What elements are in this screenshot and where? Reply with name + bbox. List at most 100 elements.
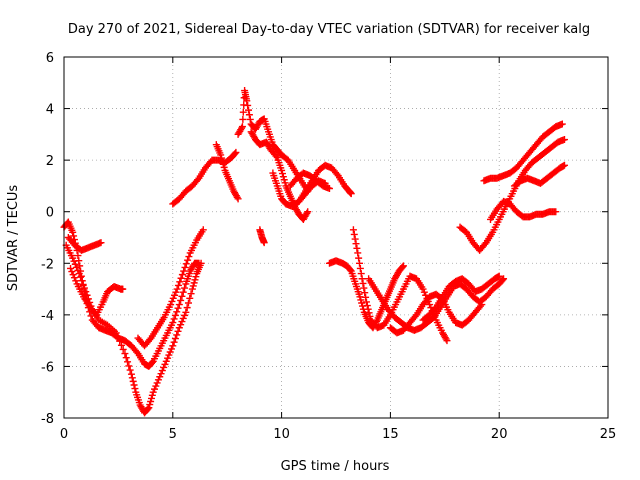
data-point-interp bbox=[77, 273, 85, 281]
data-point-interp bbox=[128, 374, 136, 382]
data-point-interp bbox=[147, 397, 155, 405]
data-point-interp bbox=[246, 115, 254, 123]
y-tick-label: -2 bbox=[41, 257, 54, 272]
data-point bbox=[495, 272, 503, 280]
data-point-interp bbox=[171, 311, 179, 319]
data-point-interp bbox=[231, 149, 239, 157]
data-point-interp bbox=[173, 308, 181, 316]
y-axis-label: SDTVAR / TECUs bbox=[6, 185, 21, 292]
data-point-interp bbox=[218, 154, 226, 162]
data-point bbox=[67, 264, 75, 272]
data-point-interp bbox=[160, 363, 168, 371]
data-point-interp bbox=[194, 176, 202, 184]
data-point-interp bbox=[122, 354, 130, 362]
x-tick-label: 15 bbox=[382, 427, 399, 442]
data-point-interp bbox=[220, 163, 228, 171]
data-point-interp bbox=[218, 157, 226, 165]
data-point-interp bbox=[181, 263, 189, 271]
data-point-interp bbox=[74, 252, 82, 260]
data-point-interp bbox=[356, 259, 364, 267]
data-point-interp bbox=[499, 276, 507, 284]
data-point bbox=[358, 275, 366, 283]
data-point-interp bbox=[172, 288, 180, 296]
data-point bbox=[127, 370, 135, 378]
data-point-interp bbox=[364, 305, 372, 313]
data-point-interp bbox=[168, 297, 176, 305]
data-point bbox=[243, 97, 251, 105]
data-point bbox=[199, 226, 207, 234]
data-point-interp bbox=[181, 311, 189, 319]
data-point bbox=[149, 388, 157, 396]
data-point bbox=[169, 319, 177, 327]
data-point-interp bbox=[186, 294, 194, 302]
data-point-interp bbox=[177, 321, 185, 329]
data-point-interp bbox=[333, 170, 341, 178]
data-point-interp bbox=[174, 304, 182, 312]
data-point bbox=[69, 228, 77, 236]
data-point bbox=[162, 357, 170, 365]
data-point-interp bbox=[176, 278, 184, 286]
y-tick-label: 2 bbox=[46, 154, 54, 169]
data-point-interp bbox=[124, 358, 132, 366]
data-point-interp bbox=[157, 370, 165, 378]
data-point-interp bbox=[411, 312, 419, 320]
data-point-interp bbox=[191, 276, 199, 284]
data-point-interp bbox=[116, 337, 124, 345]
data-point bbox=[238, 123, 246, 131]
x-tick-label: 0 bbox=[60, 427, 68, 442]
x-tick-label: 5 bbox=[169, 427, 177, 442]
data-point-interp bbox=[72, 277, 80, 285]
data-point bbox=[169, 342, 177, 350]
data-point bbox=[121, 350, 129, 358]
data-point-interp bbox=[280, 176, 288, 184]
data-point bbox=[145, 404, 153, 412]
data-point-interp bbox=[174, 327, 182, 335]
data-point bbox=[500, 275, 508, 283]
data-point-interp bbox=[239, 115, 247, 123]
data-points bbox=[60, 87, 568, 417]
data-point-interp bbox=[360, 284, 368, 292]
data-point-interp bbox=[177, 296, 185, 304]
data-point-interp bbox=[170, 338, 178, 346]
y-tick-label: 6 bbox=[46, 51, 54, 66]
y-tick-label: 0 bbox=[46, 206, 54, 221]
data-point-interp bbox=[164, 354, 172, 362]
data-point-interp bbox=[165, 351, 173, 359]
data-point bbox=[197, 259, 205, 267]
data-point bbox=[217, 151, 225, 159]
y-tick-label: -6 bbox=[41, 360, 54, 375]
data-point-interp bbox=[399, 263, 407, 271]
data-point-interp bbox=[185, 253, 193, 261]
data-point-interp bbox=[184, 299, 192, 307]
data-point-interp bbox=[183, 304, 191, 312]
data-point-interp bbox=[442, 335, 450, 343]
data-point-interp bbox=[192, 273, 200, 281]
data-point-interp bbox=[353, 244, 361, 252]
data-point bbox=[304, 208, 312, 216]
data-point-interp bbox=[431, 305, 439, 313]
data-point-interp bbox=[356, 264, 364, 272]
data-point-interp bbox=[219, 160, 227, 168]
data-point bbox=[260, 239, 268, 247]
data-point-interp bbox=[170, 315, 178, 323]
data-point-interp bbox=[79, 280, 87, 288]
y-tick-label: 4 bbox=[46, 103, 54, 118]
data-point-interp bbox=[357, 270, 365, 278]
data-point-interp bbox=[147, 394, 155, 402]
data-point-interp bbox=[69, 271, 77, 279]
x-axis-label: GPS time / hours bbox=[281, 459, 390, 474]
data-point-interp bbox=[148, 391, 156, 399]
data-point-interp bbox=[73, 263, 81, 271]
data-point-interp bbox=[233, 193, 241, 201]
data-point-interp bbox=[239, 108, 247, 116]
data-point-interp bbox=[161, 360, 169, 368]
data-point-interp bbox=[278, 170, 286, 178]
y-tick-label: -8 bbox=[41, 412, 54, 427]
data-point-interp bbox=[80, 284, 88, 292]
data-point bbox=[173, 285, 181, 293]
data-point-interp bbox=[177, 274, 185, 282]
data-point-interp bbox=[129, 377, 137, 385]
data-point-interp bbox=[148, 358, 156, 366]
data-point-interp bbox=[361, 289, 369, 297]
